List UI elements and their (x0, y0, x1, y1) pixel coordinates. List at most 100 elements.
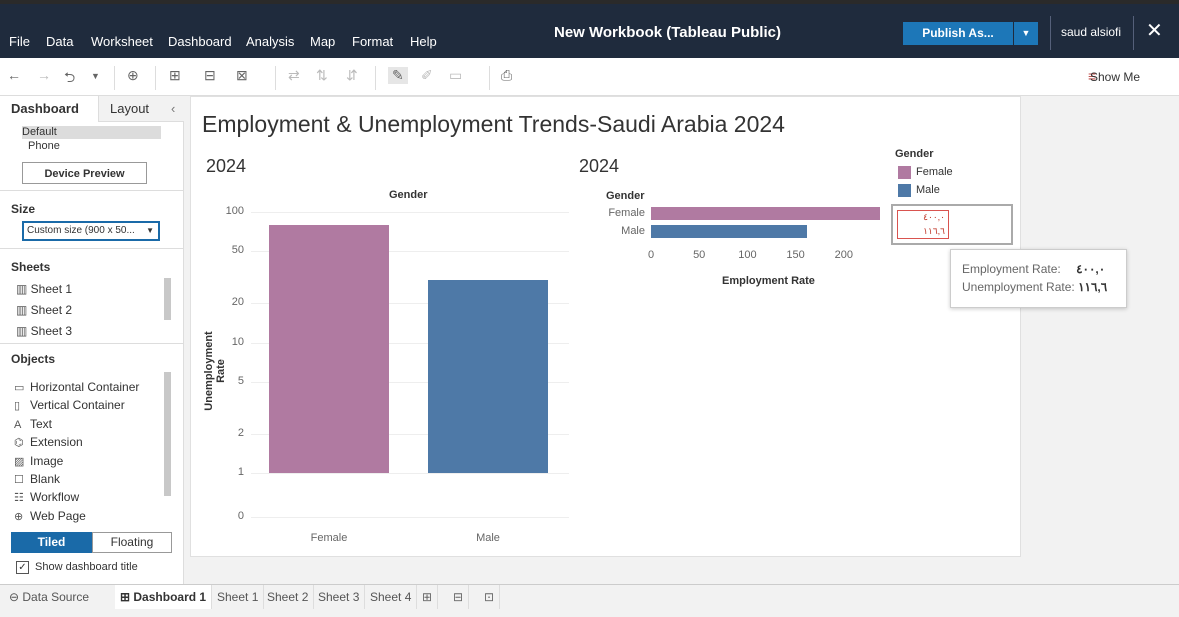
collapse-panel-icon[interactable]: ‹ (171, 101, 176, 116)
y-tick-label: 0 (237, 510, 244, 522)
legend-label-male[interactable]: Male (916, 184, 940, 196)
tab-layout[interactable]: Layout ‹ (98, 96, 184, 122)
tab-sheet-4[interactable]: Sheet 4 (365, 585, 418, 609)
device-phone[interactable]: Phone (28, 140, 60, 152)
menu-help[interactable]: Help (410, 34, 437, 49)
menu-dashboard[interactable]: Dashboard (168, 34, 232, 49)
sheet-item[interactable]: ▥ Sheet 3 (16, 324, 72, 338)
dashboard-canvas: Employment & Unemployment Trends-Saudi A… (190, 96, 1021, 557)
filter-box[interactable]: ٤٠٠,٠ ١١٦,٦ (891, 204, 1013, 245)
object-label: Web Page (30, 509, 86, 523)
swap-axes-icon[interactable]: ⇄ (288, 67, 300, 83)
y-tick-label: 20 (231, 296, 244, 309)
object-extension[interactable]: ⌬ Extension (14, 435, 83, 449)
close-icon[interactable]: ✕ (1146, 20, 1163, 42)
menu-map[interactable]: Map (310, 34, 336, 49)
app-title: New Workbook (Tableau Public) (554, 24, 781, 41)
divider (0, 343, 184, 344)
size-select[interactable]: Custom size (900 x 50... ▼ (22, 221, 160, 241)
tooltip-label: Unemployment Rate: (962, 280, 1075, 294)
legend-swatch-male[interactable] (898, 184, 911, 197)
menu-worksheet[interactable]: Worksheet (91, 34, 153, 49)
new-worksheet-icon[interactable]: ⊞ (417, 585, 439, 609)
object-label: Workflow (30, 490, 80, 504)
sheet-item[interactable]: ▥ Sheet 2 (16, 303, 72, 317)
duplicate-sheet-icon[interactable]: ⊟ (204, 67, 216, 83)
replay-icon[interactable]: ⮌ (64, 69, 76, 85)
blank-icon: ☐ (14, 474, 24, 486)
new-data-source-icon[interactable]: ⊕ (127, 67, 139, 83)
menu-analysis[interactable]: Analysis (246, 34, 295, 49)
object-blank[interactable]: ☐ Blank (14, 472, 60, 486)
presentation-mode-icon[interactable]: ⎙ (501, 67, 513, 83)
device-preview-button[interactable]: Device Preview (22, 162, 147, 184)
worksheet-icon: ▥ (16, 303, 31, 317)
highlight-icon[interactable]: ✎ (388, 67, 408, 84)
tiled-toggle[interactable]: Tiled (11, 532, 92, 553)
replay-dropdown-icon[interactable]: ▼ (91, 71, 100, 81)
sheet-item-label: Sheet 2 (30, 303, 73, 317)
publish-button[interactable]: Publish As... (903, 22, 1013, 45)
data-source-tab[interactable]: ⊖ Data Source (4, 585, 117, 609)
worksheet-icon: ▥ (16, 324, 31, 338)
menu-format[interactable]: Format (352, 34, 394, 49)
divider (375, 66, 376, 90)
vertical-container-icon: ▯ (14, 400, 21, 412)
show-me-button[interactable]: Show Me (1090, 70, 1141, 84)
bar-female[interactable] (269, 224, 389, 473)
bar-male[interactable] (651, 225, 808, 238)
gridline (251, 473, 569, 474)
tab-sheet-3[interactable]: Sheet 3 (313, 585, 366, 609)
sheets-scrollbar[interactable] (164, 278, 171, 320)
object-label: Text (30, 417, 53, 431)
objects-scrollbar[interactable] (164, 372, 171, 496)
menu-file[interactable]: File (9, 34, 30, 49)
show-title-checkbox[interactable]: ✓ (16, 561, 29, 574)
publish-dropdown-icon[interactable]: ▼ (1014, 22, 1038, 45)
left-chart-year: 2024 (206, 156, 247, 176)
object-image[interactable]: ▨ Image (14, 454, 63, 468)
gridline (251, 517, 569, 518)
object-text[interactable]: A Text (14, 417, 52, 431)
y-tick-label: 5 (237, 374, 244, 387)
gridline (251, 342, 569, 344)
menu-data[interactable]: Data (46, 34, 74, 49)
object-horizontal-container[interactable]: ▭ Horizontal Container (14, 380, 139, 394)
sheet-item-label: Sheet 1 (30, 282, 73, 296)
floating-toggle[interactable]: Floating (92, 532, 172, 553)
chart-header: Gender (606, 190, 645, 202)
fit-icon[interactable]: ▭ (449, 67, 463, 83)
user-name[interactable]: saud alsiofi (1061, 25, 1122, 39)
clear-sheet-icon[interactable]: ⊠ (236, 67, 248, 83)
new-worksheet-icon[interactable]: ⊞ (169, 67, 181, 83)
legend-label-female[interactable]: Female (916, 166, 953, 178)
gridline (251, 212, 569, 213)
annotate-icon[interactable]: ✐ (421, 67, 433, 83)
sort-ascending-icon[interactable]: ⇅ (316, 67, 328, 83)
show-me-icon: ≡ (1088, 68, 1097, 84)
sheet-item[interactable]: ▥ Sheet 1 (16, 282, 72, 296)
new-dashboard-icon[interactable]: ⊟ (448, 585, 470, 609)
sort-descending-icon[interactable]: ⇵ (346, 67, 358, 83)
tab-dashboard-1[interactable]: ⊞ Dashboard 1 (115, 585, 213, 609)
show-title-label: Show dashboard title (35, 561, 138, 573)
tooltip-line: Unemployment Rate: ١١٦,٦ (962, 280, 1107, 294)
bar-male[interactable] (428, 280, 548, 473)
tab-sheet-1[interactable]: Sheet 1 (212, 585, 265, 609)
tab-sheet-2[interactable]: Sheet 2 (262, 585, 315, 609)
bar-female[interactable] (651, 207, 880, 220)
undo-icon[interactable]: ← (7, 67, 21, 83)
divider (114, 66, 115, 90)
filter-value: ١١٦,٦ (923, 226, 945, 236)
object-workflow[interactable]: ☷ Workflow (14, 490, 79, 504)
x-tick-label: 50 (693, 249, 706, 261)
legend-swatch-female[interactable] (898, 166, 911, 179)
device-default[interactable]: Default (22, 126, 161, 139)
extension-icon: ⌬ (14, 437, 24, 449)
object-vertical-container[interactable]: ▯ Vertical Container (14, 398, 125, 412)
redo-icon[interactable]: → (37, 67, 51, 83)
y-tick-label: 1 (237, 466, 244, 478)
tab-dashboard[interactable]: Dashboard (0, 96, 98, 122)
object-web-page[interactable]: ⊕ Web Page (14, 509, 86, 523)
new-story-icon[interactable]: ⊡ (479, 585, 501, 609)
